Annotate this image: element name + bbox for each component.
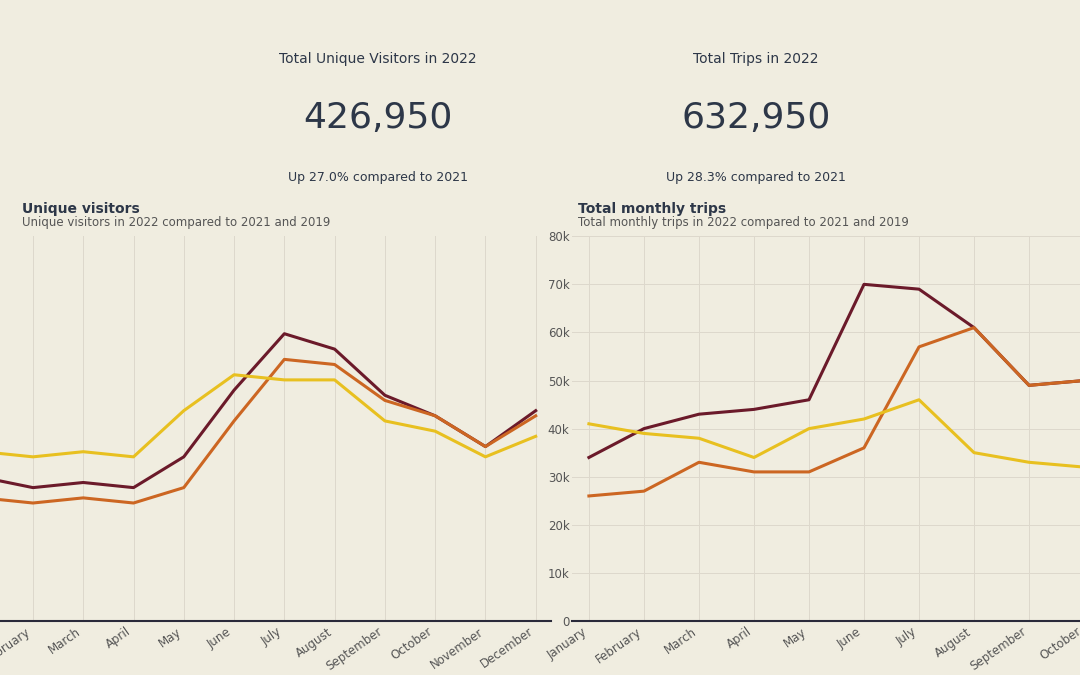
Text: Unique visitors: Unique visitors bbox=[22, 202, 139, 215]
Text: 632,950: 632,950 bbox=[681, 101, 831, 135]
Text: Up 27.0% compared to 2021: Up 27.0% compared to 2021 bbox=[288, 171, 468, 184]
Text: Up 28.3% compared to 2021: Up 28.3% compared to 2021 bbox=[666, 171, 846, 184]
Text: Unique visitors in 2022 compared to 2021 and 2019: Unique visitors in 2022 compared to 2021… bbox=[22, 216, 330, 229]
Text: 426,950: 426,950 bbox=[303, 101, 453, 135]
Text: Total monthly trips in 2022 compared to 2021 and 2019: Total monthly trips in 2022 compared to … bbox=[578, 216, 908, 229]
Text: Total monthly trips: Total monthly trips bbox=[578, 202, 726, 215]
Text: Total Unique Visitors in 2022: Total Unique Visitors in 2022 bbox=[280, 51, 476, 65]
Text: Total Trips in 2022: Total Trips in 2022 bbox=[693, 51, 819, 65]
